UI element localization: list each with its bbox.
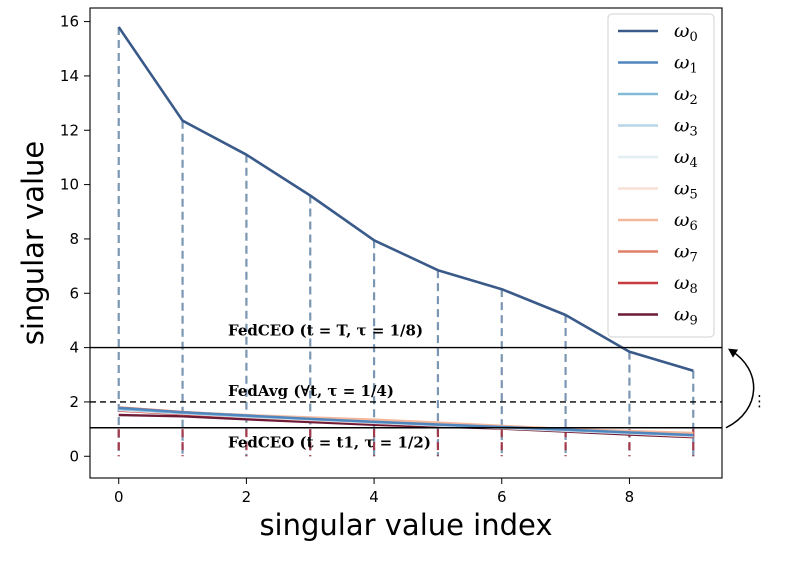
y-tick-label: 14 bbox=[60, 67, 79, 85]
threshold-label-0: FedCEO (t = T, τ = 1/8) bbox=[228, 322, 423, 340]
curved-arrow bbox=[725, 349, 755, 429]
threshold-label-1: FedAvg (∀t, τ = 1/4) bbox=[228, 382, 394, 400]
legend-label-6: ω6 bbox=[674, 209, 698, 234]
drop-lines bbox=[117, 27, 695, 457]
axes: 0 2 4 6 8 10 12 14 16 0 2 4 6 8 bbox=[60, 7, 723, 506]
side-arrow-annotation: ⋮ bbox=[725, 348, 767, 429]
legend-label-4: ω4 bbox=[674, 146, 698, 171]
legend-label-7: ω7 bbox=[674, 241, 698, 266]
series-lines bbox=[117, 26, 694, 439]
legend-label-2: ω2 bbox=[674, 83, 698, 108]
legend-label-0: ω0 bbox=[674, 20, 698, 45]
x-axis-title: singular value index bbox=[259, 508, 552, 542]
legend: ω0 ω1 ω2 ω3 ω4 ω5 ω6 ω7 ω8 ω9 bbox=[607, 13, 715, 338]
x-tick-label: 0 bbox=[114, 488, 124, 506]
x-tick-label: 8 bbox=[625, 488, 635, 506]
series-line-0 bbox=[117, 26, 694, 372]
y-tick-label: 4 bbox=[69, 339, 79, 357]
y-axis-title: singular value bbox=[16, 141, 50, 346]
legend-label-1: ω1 bbox=[674, 52, 698, 77]
threshold-lines: FedCEO (t = T, τ = 1/8) FedAvg (∀t, τ = 1… bbox=[90, 322, 722, 452]
x-tick-label: 4 bbox=[369, 488, 379, 506]
legend-label-8: ω8 bbox=[674, 272, 698, 297]
y-tick-label: 10 bbox=[60, 176, 79, 194]
y-tick-label: 6 bbox=[69, 284, 79, 302]
y-tick-label: 0 bbox=[69, 447, 79, 465]
series-line-1 bbox=[118, 406, 694, 437]
legend-label-5: ω5 bbox=[674, 178, 698, 203]
y-tick-label: 8 bbox=[69, 230, 79, 248]
x-tick-label: 6 bbox=[497, 488, 507, 506]
arrow-head bbox=[728, 348, 738, 358]
threshold-label-2: FedCEO (t = t1, τ = 1/2) bbox=[228, 434, 431, 452]
plot-frame bbox=[89, 7, 723, 479]
x-tick-label: 2 bbox=[242, 488, 252, 506]
side-dots: ⋮ bbox=[752, 392, 767, 410]
y-tick-label: 12 bbox=[60, 121, 79, 139]
y-tick-label: 2 bbox=[69, 393, 79, 411]
legend-label-3: ω3 bbox=[674, 115, 698, 140]
y-tick-label: 16 bbox=[60, 13, 79, 31]
legend-label-9: ω9 bbox=[674, 304, 698, 329]
